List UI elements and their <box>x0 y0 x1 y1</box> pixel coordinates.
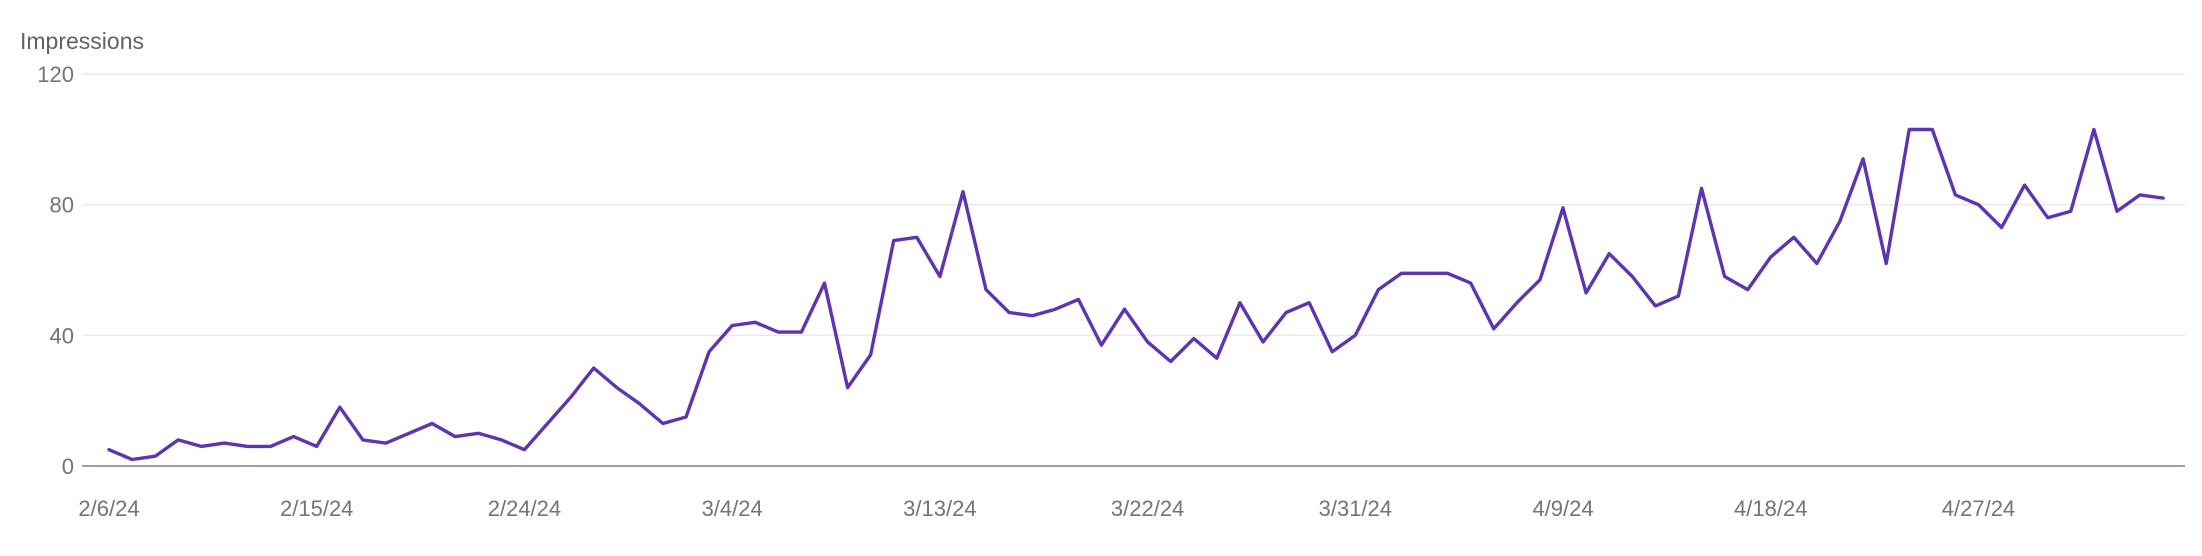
x-tick-label: 2/24/24 <box>488 496 561 521</box>
x-tick-label: 2/6/24 <box>78 496 139 521</box>
x-tick-label: 2/15/24 <box>280 496 353 521</box>
y-axis-label: Impressions <box>20 28 144 54</box>
y-tick-label: 80 <box>50 193 74 218</box>
gridlines <box>82 73 2185 467</box>
x-tick-label: 4/9/24 <box>1532 496 1593 521</box>
x-tick-label: 4/18/24 <box>1734 496 1807 521</box>
y-axis-ticks: 0 40 80 120 <box>37 62 74 479</box>
x-tick-label: 4/27/24 <box>1942 496 2015 521</box>
x-tick-label: 3/4/24 <box>702 496 763 521</box>
y-tick-label: 120 <box>37 62 74 87</box>
y-tick-label: 40 <box>50 323 74 348</box>
x-tick-label: 3/31/24 <box>1319 496 1392 521</box>
x-tick-label: 3/13/24 <box>903 496 976 521</box>
series-layer <box>107 127 2165 462</box>
x-tick-label: 3/22/24 <box>1111 496 1184 521</box>
y-tick-label: 0 <box>62 454 74 479</box>
series-line <box>107 127 2165 462</box>
x-axis-ticks: 2/6/24 2/15/24 2/24/24 3/4/24 3/13/24 3/22/24… <box>78 496 2015 521</box>
